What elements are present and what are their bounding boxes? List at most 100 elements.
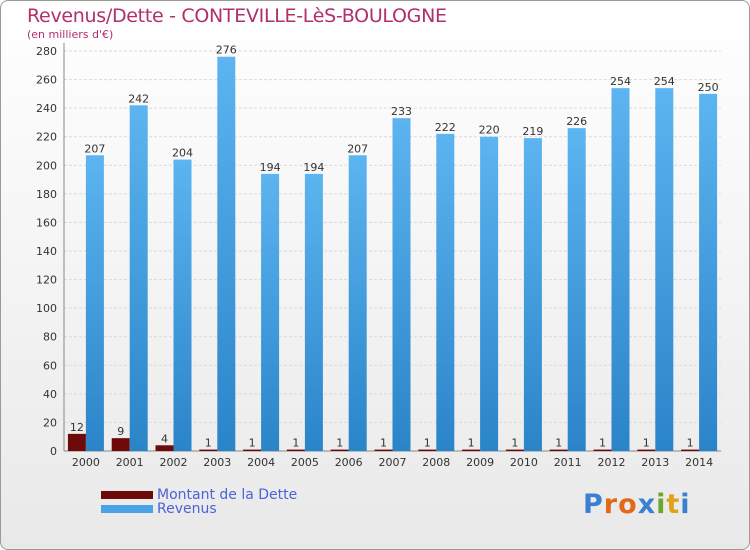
revenue-bar (348, 155, 367, 452)
revenue-data-label: 226 (566, 115, 587, 128)
revenue-data-label: 207 (347, 142, 368, 155)
revenue-data-label: 220 (479, 124, 500, 137)
y-tick-label: 120 (36, 274, 57, 287)
debt-data-label: 1 (555, 437, 562, 450)
logo-letter: r (603, 489, 619, 520)
logo-letter: i (680, 489, 691, 520)
debt-data-label: 1 (292, 437, 299, 450)
revenue-bar (261, 173, 280, 451)
debt-bar (549, 449, 568, 451)
debt-data-label: 1 (643, 437, 650, 450)
x-tick-label: 2005 (291, 456, 319, 469)
legend-swatch-debt (101, 491, 153, 499)
y-tick-label: 200 (36, 159, 57, 172)
y-tick-label: 100 (36, 302, 57, 315)
y-tick-label: 180 (36, 188, 57, 201)
debt-bar (593, 449, 612, 451)
revenue-bar (611, 88, 630, 452)
debt-data-label: 1 (249, 437, 256, 450)
y-tick-label: 60 (43, 359, 57, 372)
debt-data-label: 4 (161, 432, 168, 445)
debt-bar (462, 449, 481, 451)
y-tick-label: 220 (36, 131, 57, 144)
x-tick-label: 2013 (641, 456, 669, 469)
debt-data-label: 12 (70, 421, 84, 434)
logo-letter: x (637, 489, 657, 520)
debt-bar (243, 449, 262, 451)
debt-bar (374, 449, 393, 451)
y-tick-label: 20 (43, 416, 57, 429)
y-tick-label: 140 (36, 245, 57, 258)
legend-swatch-revenue (101, 505, 153, 513)
revenue-bar (655, 88, 674, 452)
x-tick-label: 2008 (422, 456, 450, 469)
debt-bar (505, 449, 524, 451)
y-tick-label: 260 (36, 74, 57, 87)
revenue-bar (567, 128, 586, 451)
proxiti-logo: Proxiti (583, 489, 691, 520)
y-tick-label: 280 (36, 45, 57, 58)
x-tick-label: 2012 (598, 456, 626, 469)
x-tick-label: 2014 (685, 456, 713, 469)
debt-bar (681, 449, 700, 451)
x-tick-label: 2001 (116, 456, 144, 469)
x-tick-label: 2006 (335, 456, 363, 469)
revenue-data-label: 242 (128, 92, 149, 105)
legend-label-debt: Montant de la Dette (157, 487, 298, 503)
x-tick-label: 2011 (554, 456, 582, 469)
y-tick-label: 80 (43, 331, 57, 344)
debt-bar (155, 445, 174, 451)
debt-data-label: 1 (599, 437, 606, 450)
revenue-bar (480, 136, 499, 451)
debt-data-label: 1 (205, 437, 212, 450)
x-tick-label: 2002 (160, 456, 188, 469)
revenue-data-label: 207 (84, 142, 105, 155)
revenue-data-label: 194 (260, 161, 281, 174)
revenue-data-label: 204 (172, 147, 193, 160)
revenue-data-label: 276 (216, 44, 237, 57)
revenue-bar (217, 56, 236, 451)
debt-bar (67, 433, 86, 451)
revenue-bar (304, 173, 323, 451)
debt-bar (199, 449, 218, 451)
legend-label-revenue: Revenus (157, 501, 217, 517)
revenue-bar (392, 118, 411, 452)
x-tick-label: 2007 (379, 456, 407, 469)
y-tick-label: 0 (50, 445, 57, 458)
debt-bar (330, 449, 349, 451)
chart-title: Revenus/Dette - CONTEVILLE-LèS-BOULOGNE (27, 5, 447, 27)
debt-bar (111, 438, 130, 451)
debt-data-label: 1 (380, 437, 387, 450)
revenue-bar (129, 105, 148, 452)
revenue-data-label: 254 (654, 75, 675, 88)
logo-letter: o (618, 489, 638, 520)
logo-letter: i (656, 489, 667, 520)
debt-bar (637, 449, 656, 451)
debt-bar (418, 449, 437, 451)
logo-letter: P (583, 489, 604, 520)
revenue-bar (85, 155, 104, 452)
y-tick-label: 40 (43, 388, 57, 401)
revenue-data-label: 194 (303, 161, 324, 174)
revenue-bar (173, 159, 192, 452)
debt-data-label: 1 (687, 437, 694, 450)
logo-letter: t (666, 489, 681, 520)
debt-data-label: 1 (468, 437, 475, 450)
revenue-bar (523, 138, 542, 451)
revenue-data-label: 250 (698, 81, 719, 94)
x-tick-label: 2009 (466, 456, 494, 469)
y-tick-label: 240 (36, 102, 57, 115)
debt-data-label: 9 (117, 425, 124, 438)
x-tick-label: 2000 (72, 456, 100, 469)
revenue-data-label: 254 (610, 75, 631, 88)
debt-data-label: 1 (336, 437, 343, 450)
y-tick-label: 160 (36, 216, 57, 229)
debt-data-label: 1 (511, 437, 518, 450)
revenue-bar (436, 133, 455, 451)
revenue-data-label: 222 (435, 121, 456, 134)
chart-subtitle: (en milliers d'€) (27, 28, 114, 41)
revenue-bar (699, 93, 718, 451)
x-tick-label: 2004 (247, 456, 275, 469)
